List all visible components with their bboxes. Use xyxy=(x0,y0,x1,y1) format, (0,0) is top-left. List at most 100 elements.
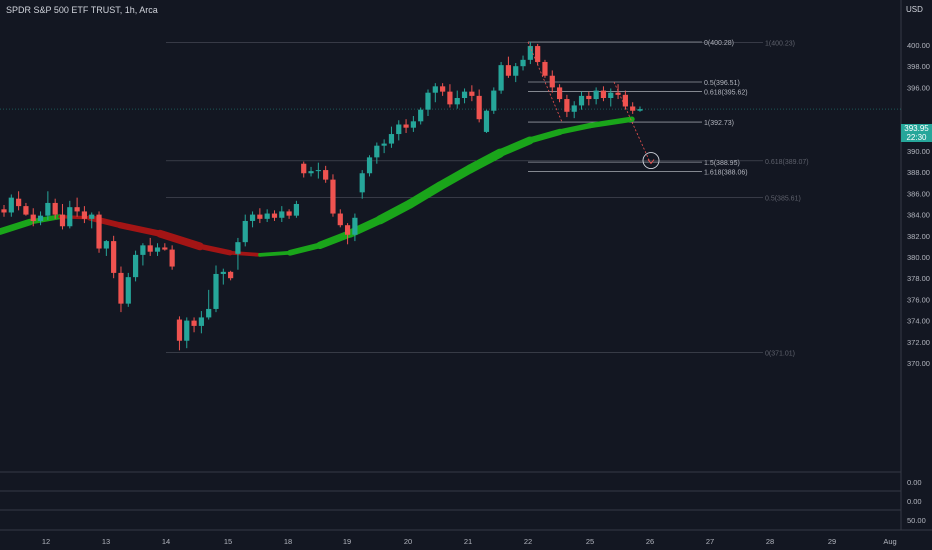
fib-label: 1.5(388.95) xyxy=(704,160,740,167)
candle-body xyxy=(118,272,124,304)
candle-body xyxy=(440,86,446,92)
candle-body xyxy=(593,90,599,100)
candle-body xyxy=(586,95,592,100)
time-tick-label: 22 xyxy=(524,537,532,546)
candle-body xyxy=(249,214,256,221)
indicator-tick-label: 50.00 xyxy=(907,516,926,525)
candle-body xyxy=(111,241,117,273)
candle-body xyxy=(600,90,607,98)
time-tick-label: 21 xyxy=(464,537,472,546)
ma-segment xyxy=(435,164,475,191)
ma-segment xyxy=(465,148,505,174)
candle-body xyxy=(103,241,109,249)
time-tick-label: 20 xyxy=(404,537,412,546)
candle-body xyxy=(388,134,395,144)
bar-countdown: 22:30 xyxy=(906,133,927,142)
candle-body xyxy=(483,110,490,132)
candle-body xyxy=(542,61,548,76)
price-tick-label: 400.00 xyxy=(907,41,930,50)
price-tick-label: 390.00 xyxy=(907,147,930,156)
candle-body xyxy=(206,308,212,318)
candle-body xyxy=(242,220,248,243)
symbol-title[interactable]: SPDR S&P 500 ETF TRUST, 1h, Arca xyxy=(6,5,158,15)
candle-body xyxy=(191,320,197,326)
candle-body xyxy=(410,121,416,128)
candle-body xyxy=(396,124,402,135)
candle-body xyxy=(81,211,88,219)
ma-segment xyxy=(228,250,262,257)
candle-body xyxy=(315,170,321,172)
candle-body xyxy=(447,91,453,105)
ma-segment xyxy=(156,229,204,251)
candle-body xyxy=(344,225,351,235)
candle-body xyxy=(52,202,58,215)
candle-body xyxy=(264,213,270,219)
candle-body xyxy=(154,247,161,252)
candle-body xyxy=(374,145,380,158)
price-tick-label: 388.00 xyxy=(907,168,930,177)
price-tick-label: 372.00 xyxy=(907,338,930,347)
candle-body xyxy=(630,106,636,111)
indicator-tick-label: 0.00 xyxy=(907,478,922,487)
candle-body xyxy=(23,206,29,215)
candle-body xyxy=(162,247,168,250)
fib-label-faded: 0(371.01) xyxy=(765,350,795,357)
ma-segment xyxy=(197,243,233,256)
projection-line xyxy=(527,41,563,123)
candle-body xyxy=(418,109,424,122)
price-tick-label: 370.00 xyxy=(907,359,930,368)
ma-segment xyxy=(405,181,445,209)
price-tick-label: 380.00 xyxy=(907,253,930,262)
price-tick-label: 374.00 xyxy=(907,317,930,326)
candle-body xyxy=(96,214,102,249)
time-tick-label: 14 xyxy=(162,537,170,546)
candle-body xyxy=(147,245,153,252)
candle-body xyxy=(235,242,241,254)
time-tick-label: 29 xyxy=(828,537,836,546)
ma-segment xyxy=(87,214,123,229)
candle-body xyxy=(359,173,365,193)
candle-body xyxy=(89,214,95,219)
candle-body xyxy=(330,179,336,214)
axes: 370.00 372.00 374.00 376.00 378.00 380.00 382.… xyxy=(42,41,930,546)
candle-body xyxy=(198,317,204,326)
candle-body xyxy=(549,75,555,88)
candle-body xyxy=(271,213,278,218)
candle-body xyxy=(608,92,614,98)
currency-label: USD xyxy=(906,5,923,14)
time-tick-label: 27 xyxy=(706,537,714,546)
candle-body xyxy=(125,277,131,304)
ma-segment xyxy=(587,116,635,129)
price-tick-label: 386.00 xyxy=(907,189,930,198)
ma-segment xyxy=(0,218,34,235)
candle-body xyxy=(308,171,314,174)
candle-body xyxy=(454,98,460,105)
fib-label: 0.5(396.51) xyxy=(704,80,740,87)
projection-arrows xyxy=(527,41,660,169)
time-tick-label: 18 xyxy=(284,537,292,546)
candle-body xyxy=(30,214,36,221)
price-tick-label: 378.00 xyxy=(907,274,930,283)
candle-body xyxy=(67,207,73,227)
candle-body xyxy=(337,213,343,226)
candle-body xyxy=(535,46,541,62)
candle-body xyxy=(505,65,512,76)
candle-body xyxy=(381,143,387,146)
price-tick-label: 382.00 xyxy=(907,232,930,241)
fib-levels: 0(400.28) 0.5(396.51) 0.618(395.62) 1(392.7… xyxy=(166,40,809,357)
time-tick-label: 26 xyxy=(646,537,654,546)
candle-body xyxy=(615,92,621,95)
candle-body xyxy=(59,214,66,227)
fib-label-faded: 0.5(385.61) xyxy=(765,196,801,203)
candle-body xyxy=(366,157,373,174)
time-tick-label: 13 xyxy=(102,537,110,546)
fib-label: 0(400.28) xyxy=(704,40,734,47)
candle-body xyxy=(8,197,14,213)
candle-body xyxy=(622,94,628,107)
candle-body xyxy=(520,59,526,67)
candle-body xyxy=(45,202,51,216)
target-circle xyxy=(642,152,660,169)
candle-body xyxy=(425,92,431,110)
price-tick-label: 398.00 xyxy=(907,62,930,71)
